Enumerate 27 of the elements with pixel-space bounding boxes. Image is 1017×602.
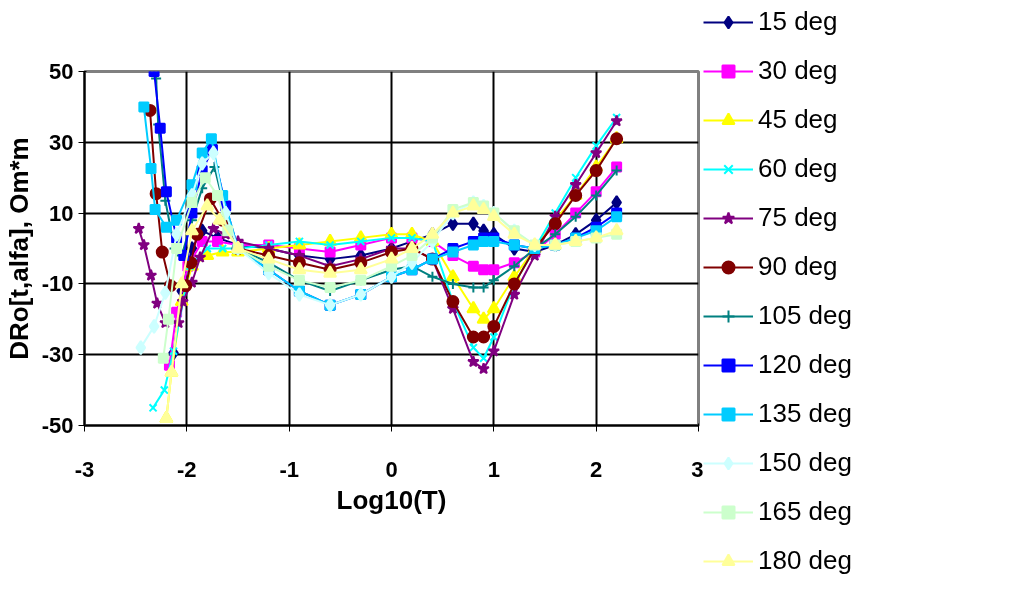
legend-label: 150 deg [758,446,852,479]
y-tick-label: 50 [49,59,74,84]
x-axis-title: Log10(T) [336,484,447,515]
legend-label: 60 deg [758,152,838,185]
legend-label: 105 deg [758,299,852,332]
y-tick-label: -30 [41,342,74,368]
legend-label: 120 deg [758,348,852,381]
x-tick-label: -2 [177,456,197,482]
x-tick-label: -3 [74,456,95,482]
legend-label: 180 deg [758,544,852,577]
legend-label: 75 deg [758,201,838,234]
legend-label: 45 deg [758,103,838,136]
x-tick-label: 3 [691,456,704,482]
y-axis-title: DRo[t,alfa], Om*m [3,137,34,360]
y-tick-label: 30 [49,129,74,155]
x-tick-label: 1 [487,456,500,482]
legend-label: 15 deg [758,5,838,38]
legend-label: 90 deg [758,250,838,283]
x-tick-label: -1 [279,456,299,482]
x-tick-label: 0 [385,456,398,482]
y-tick-label: -10 [41,271,74,297]
x-tick-label: 2 [590,456,603,482]
legend-label: 30 deg [758,54,838,87]
legend-label: 165 deg [758,495,852,528]
legend-label: 135 deg [758,397,852,430]
y-tick-label: -50 [41,413,74,438]
y-tick-label: 10 [49,200,74,226]
